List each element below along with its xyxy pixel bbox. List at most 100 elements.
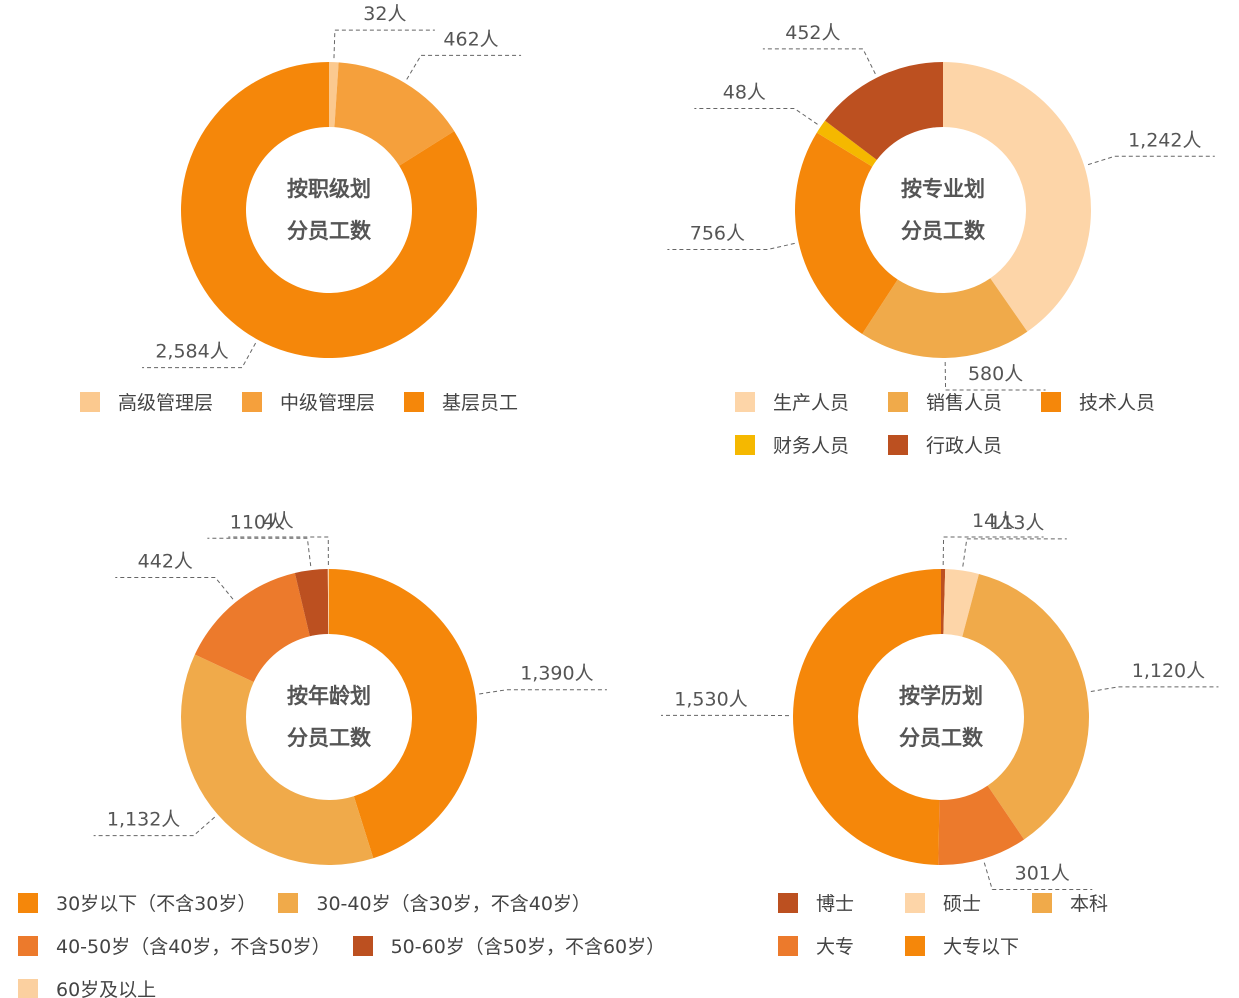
donut-slice <box>943 62 1091 332</box>
donut-slice <box>329 62 339 128</box>
leader-line <box>1090 686 1219 693</box>
legend-swatch <box>778 892 798 913</box>
chart-title: 按学历划分员工数 <box>899 684 983 750</box>
legend-swatch <box>1032 892 1052 913</box>
legend-label: 30岁以下（不含30岁） <box>56 893 257 915</box>
value-label: 756人 <box>690 223 745 245</box>
value-label: 110人 <box>230 511 285 533</box>
legend-label: 博士 <box>816 893 855 915</box>
donut-slice <box>334 62 455 166</box>
legend-label: 50-60岁（含50岁，不含60岁） <box>390 936 666 958</box>
legend-label: 基层员工 <box>442 392 519 414</box>
legend-item: 中级管理层 <box>242 388 382 415</box>
leader-line <box>942 536 1044 566</box>
legend: 高级管理层 中级管理层 基层员工 <box>80 388 640 415</box>
legend-swatch <box>18 935 38 956</box>
legend-swatch <box>18 892 38 913</box>
value-label: 14人 <box>972 510 1015 532</box>
donut-slice <box>294 569 329 637</box>
leader-line <box>983 862 1093 891</box>
legend-item: 30岁以下（不含30岁） <box>18 889 256 916</box>
legend-label: 技术人员 <box>1079 392 1156 414</box>
legend-swatch <box>1041 391 1061 412</box>
legend-swatch <box>242 391 262 412</box>
donut-slice <box>794 132 898 334</box>
donut-slice <box>792 569 941 865</box>
leader-line <box>962 538 1067 567</box>
donut-slice <box>816 120 877 167</box>
value-label: 32人 <box>363 3 406 25</box>
value-label: 442人 <box>138 550 193 572</box>
legend-item: 基层员工 <box>404 388 544 415</box>
legend-swatch <box>888 434 908 455</box>
legend-swatch <box>352 935 373 956</box>
leader-line <box>406 54 522 80</box>
legend-label: 硕士 <box>943 893 982 915</box>
value-label: 113人 <box>989 512 1044 534</box>
value-label: 1,120人 <box>1132 660 1205 682</box>
leader-line <box>667 242 795 251</box>
legend-label: 财务人员 <box>773 435 850 457</box>
legend-swatch <box>735 391 755 412</box>
legend: 30岁以下（不含30岁） 30-40岁（含30岁，不含40岁） 40-50岁（含40… <box>18 889 738 998</box>
donut-slice <box>327 569 329 635</box>
legend-item: 生产人员 <box>735 388 888 415</box>
leader-line <box>228 536 329 566</box>
donut-slice <box>181 62 478 358</box>
legend-label: 30-40岁（含30岁，不含40岁） <box>316 893 591 915</box>
legend-swatch <box>735 434 755 455</box>
leader-line <box>207 537 312 567</box>
legend-item: 50-60岁（含50岁，不含60岁） <box>352 932 666 959</box>
value-label: 301人 <box>1015 863 1070 885</box>
value-label: 2,584人 <box>155 341 228 363</box>
legend-label: 生产人员 <box>773 392 850 414</box>
legend-label: 60岁及以上 <box>56 979 157 998</box>
legend-item: 销售人员 <box>888 388 1041 415</box>
legend-label: 行政人员 <box>926 435 1003 457</box>
value-label: 48人 <box>723 81 766 103</box>
legend-swatch <box>888 391 908 412</box>
legend: 博士 硕士 本科大专 大专以下 <box>778 889 1198 959</box>
legend-label: 销售人员 <box>926 392 1003 414</box>
legend-swatch <box>278 892 299 913</box>
leader-line <box>333 29 435 59</box>
legend-item: 财务人员 <box>735 431 888 458</box>
legend-swatch <box>404 391 424 412</box>
legend-item: 本科 <box>1032 889 1159 916</box>
donut-slice <box>329 569 478 859</box>
value-label: 452人 <box>785 22 840 44</box>
legend-label: 40-50岁（含40岁，不含50岁） <box>56 936 331 958</box>
chart-title: 按职级划分员工数 <box>287 177 371 243</box>
legend-swatch <box>905 935 925 956</box>
legend-item: 硕士 <box>905 889 1032 916</box>
chart-title: 按年龄划分员工数 <box>287 684 371 750</box>
legend-item: 高级管理层 <box>80 388 220 415</box>
donut-slice <box>825 62 943 160</box>
donut-slice <box>180 654 374 866</box>
donut-slice <box>862 278 1028 359</box>
value-label: 4人 <box>263 510 294 532</box>
donut-slice <box>943 569 979 637</box>
legend-label: 大专 <box>816 936 855 958</box>
donut-slice <box>194 572 310 682</box>
legend-item: 40-50岁（含40岁，不含50岁） <box>18 932 331 959</box>
value-label: 1,390人 <box>520 663 593 685</box>
value-label: 580人 <box>968 363 1023 385</box>
leader-line <box>694 107 818 125</box>
legend-swatch <box>80 391 100 412</box>
legend-label: 中级管理层 <box>280 392 376 414</box>
legend-item: 大专以下 <box>905 932 1032 959</box>
leader-line <box>479 689 607 695</box>
leader-line <box>762 48 876 75</box>
leader-line <box>115 576 234 600</box>
legend-swatch <box>905 892 925 913</box>
legend-item: 30-40岁（含30岁，不含40岁） <box>278 889 591 916</box>
legend-label: 高级管理层 <box>118 392 214 414</box>
chart-title: 按专业划分员工数 <box>901 177 985 243</box>
leader-line <box>1087 155 1215 166</box>
legend-item: 大专 <box>778 932 905 959</box>
legend-item: 60岁及以上 <box>18 975 158 998</box>
value-label: 1,132人 <box>107 809 180 831</box>
legend-item: 博士 <box>778 889 905 916</box>
